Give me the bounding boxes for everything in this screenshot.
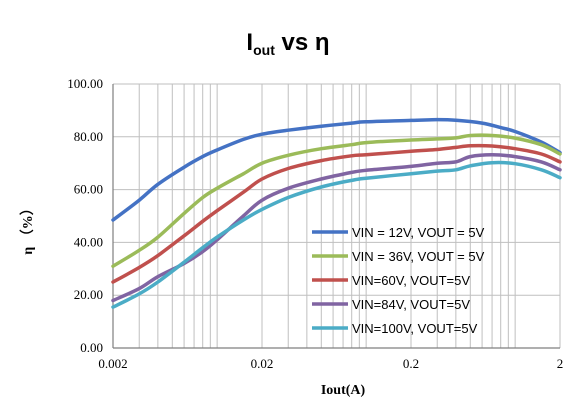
title-rest: vs η <box>275 29 330 56</box>
legend-label: VIN = 12V, VOUT = 5V <box>352 225 485 240</box>
y-tick-label: 100.00 <box>67 76 103 91</box>
x-tick-label: 0.02 <box>251 356 274 371</box>
title-main: I <box>246 29 253 56</box>
axes <box>112 84 560 349</box>
y-tick-label: 80.00 <box>74 129 103 144</box>
legend-label: VIN=84V, VOUT=5V <box>352 297 470 312</box>
y-tick-label: 20.00 <box>74 287 103 302</box>
y-tick-label: 60.00 <box>74 182 103 197</box>
series-line <box>111 160 562 309</box>
tick-labels: 0.002 0.02 0.2 20.0020.0040.0060.0080.00100… <box>67 76 563 371</box>
chart-title-text: Iout vs η <box>246 29 329 58</box>
legend-label: VIN=100V, VOUT=5V <box>352 321 478 336</box>
title-subscript: out <box>253 42 275 58</box>
chart-title: Iout vs η <box>246 29 329 58</box>
series-line <box>111 133 562 268</box>
series-line <box>111 143 562 284</box>
x-tick-label: 2 <box>557 356 564 371</box>
y-tick-label: 0.00 <box>80 340 103 355</box>
legend: VIN = 12V, VOUT = 5V VIN = 36V, VOUT = 5V… <box>312 225 485 336</box>
series-lines <box>111 117 562 309</box>
legend-label: VIN = 36V, VOUT = 5V <box>352 249 485 264</box>
x-axis-title: Iout(A) <box>321 383 366 398</box>
y-tick-label: 40.00 <box>74 234 103 249</box>
x-tick-label: 0.2 <box>403 356 419 371</box>
legend-label: VIN=60V, VOUT=5V <box>352 273 470 288</box>
y-axis-title: η （%） <box>20 201 36 254</box>
x-tick-label: 0.002 <box>98 356 127 371</box>
series-line <box>111 117 562 222</box>
